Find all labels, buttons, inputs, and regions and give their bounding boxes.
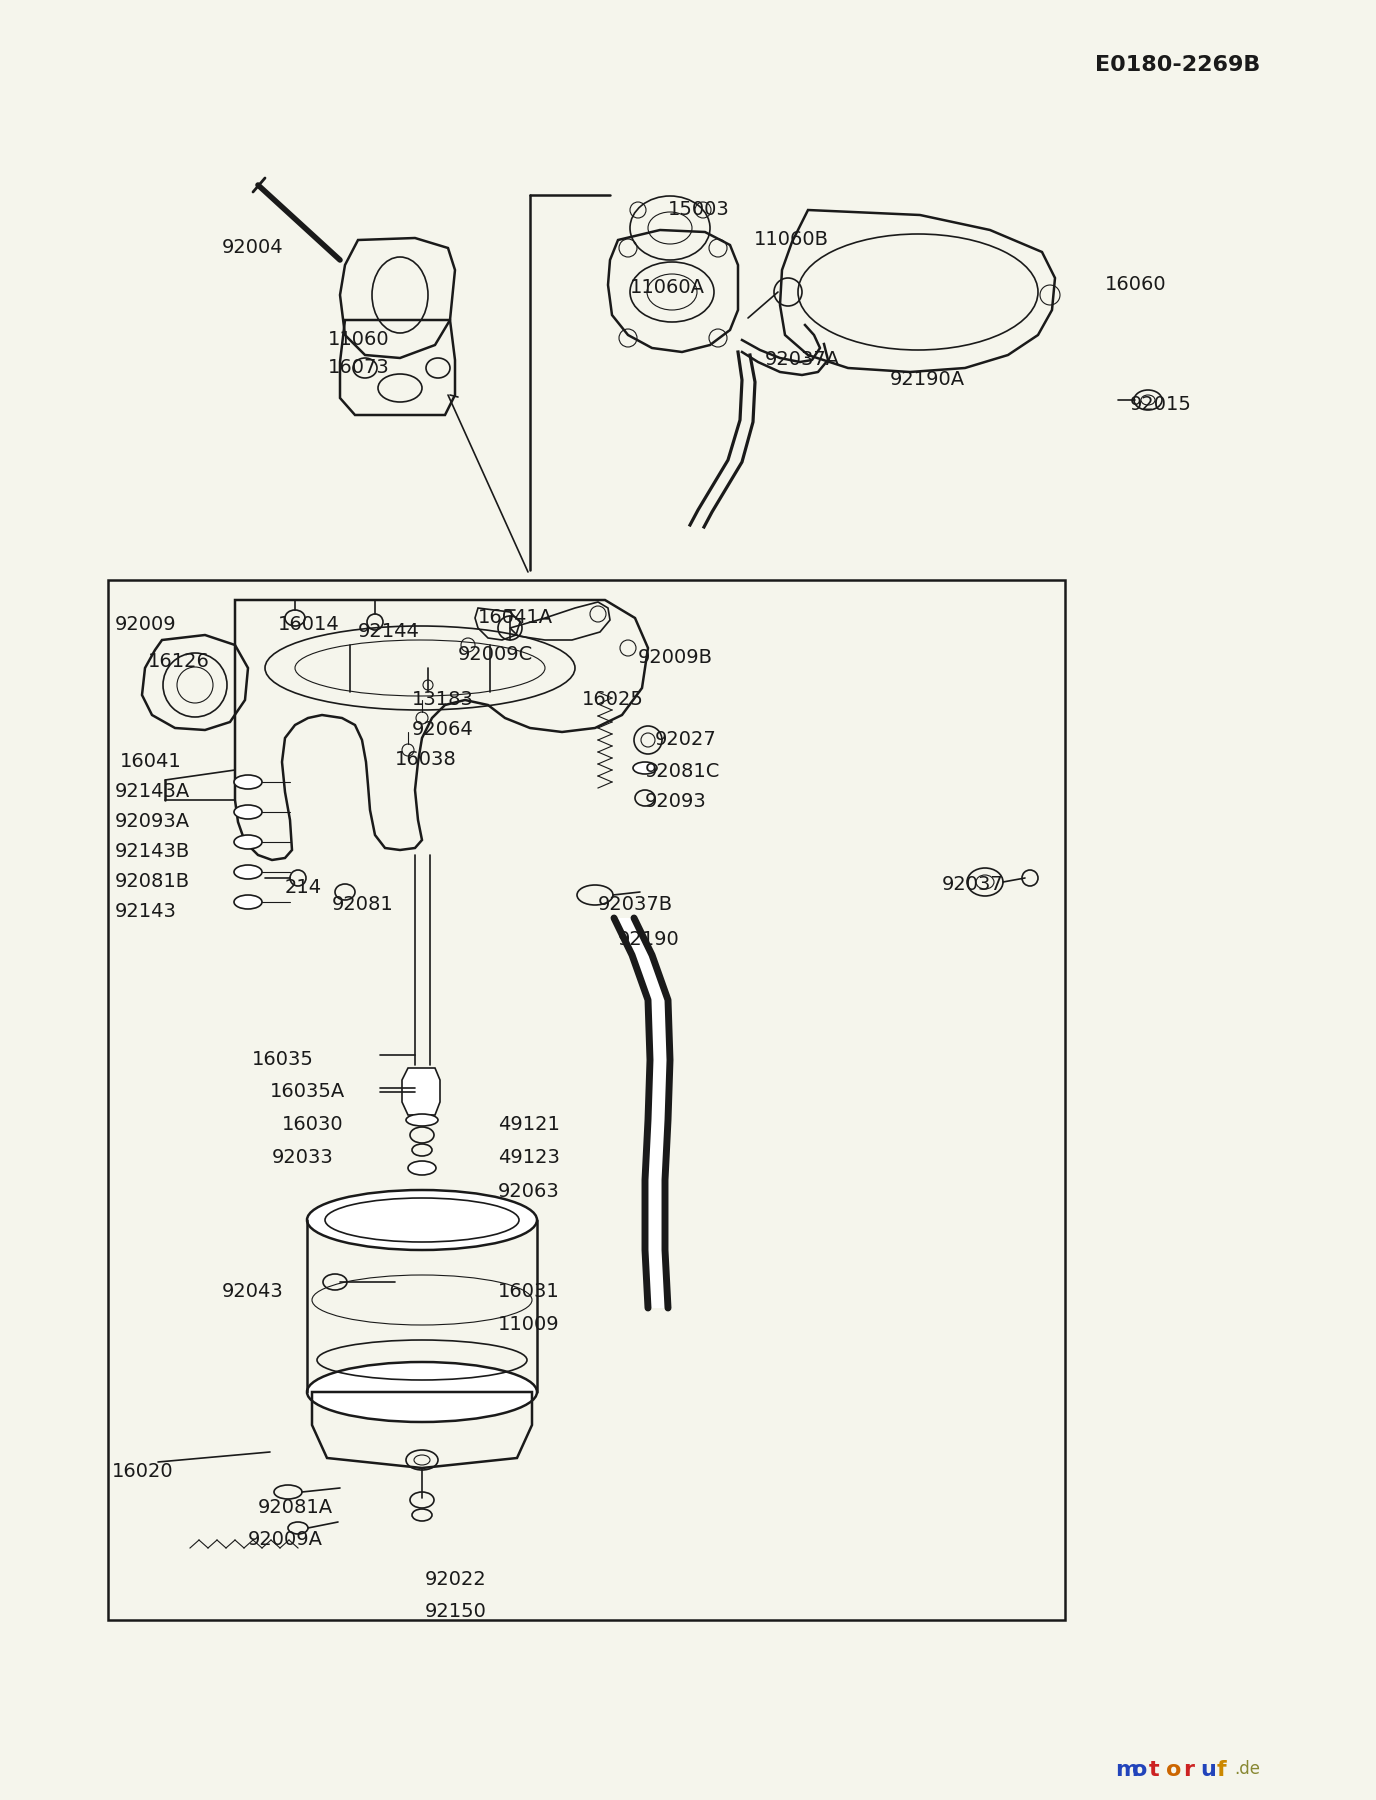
Text: 16126: 16126 xyxy=(149,652,211,671)
Text: 16073: 16073 xyxy=(327,358,389,376)
Text: 92144: 92144 xyxy=(358,623,420,641)
Text: 92063: 92063 xyxy=(498,1183,560,1201)
Text: 92143A: 92143A xyxy=(116,781,190,801)
Text: 92190: 92190 xyxy=(618,931,680,949)
Text: 92190A: 92190A xyxy=(890,371,965,389)
Text: 92027: 92027 xyxy=(655,731,717,749)
Text: 92081B: 92081B xyxy=(116,871,190,891)
Text: m: m xyxy=(1115,1760,1138,1780)
Text: 49123: 49123 xyxy=(498,1148,560,1166)
Text: 92004: 92004 xyxy=(222,238,283,257)
Text: o: o xyxy=(1165,1760,1182,1780)
Text: 92022: 92022 xyxy=(425,1570,487,1589)
Text: 92037: 92037 xyxy=(943,875,1003,895)
Text: u: u xyxy=(1200,1760,1216,1780)
Text: 92009A: 92009A xyxy=(248,1530,323,1550)
Ellipse shape xyxy=(406,1114,438,1127)
Text: 92037B: 92037B xyxy=(599,895,673,914)
Text: 92015: 92015 xyxy=(1130,394,1192,414)
Text: 92093: 92093 xyxy=(645,792,707,812)
Text: f: f xyxy=(1216,1760,1226,1780)
Ellipse shape xyxy=(234,866,261,878)
Text: o: o xyxy=(1132,1760,1148,1780)
Text: 16038: 16038 xyxy=(395,751,457,769)
Text: 92093A: 92093A xyxy=(116,812,190,832)
Text: 92037A: 92037A xyxy=(765,349,841,369)
Text: 92009: 92009 xyxy=(116,616,176,634)
Bar xyxy=(107,580,1065,1620)
Text: 16020: 16020 xyxy=(111,1462,173,1481)
Ellipse shape xyxy=(234,835,261,850)
Text: E0180-2269B: E0180-2269B xyxy=(1095,56,1260,76)
Text: 11009: 11009 xyxy=(498,1316,560,1334)
Text: 11060: 11060 xyxy=(327,329,389,349)
Text: 49121: 49121 xyxy=(498,1114,560,1134)
Text: 11060B: 11060B xyxy=(754,230,828,248)
Ellipse shape xyxy=(409,1161,436,1175)
Ellipse shape xyxy=(633,761,656,774)
Text: 92009B: 92009B xyxy=(638,648,713,668)
Text: 16035A: 16035A xyxy=(270,1082,345,1102)
Text: 92150: 92150 xyxy=(425,1602,487,1622)
Text: 92143B: 92143B xyxy=(116,842,190,860)
Text: .de: .de xyxy=(1234,1760,1260,1778)
Text: 11060A: 11060A xyxy=(630,277,705,297)
Text: 92043: 92043 xyxy=(222,1282,283,1301)
Text: 92143: 92143 xyxy=(116,902,178,922)
Text: 92009C: 92009C xyxy=(458,644,534,664)
Text: 16035: 16035 xyxy=(252,1049,314,1069)
Text: 13183: 13183 xyxy=(411,689,473,709)
Text: 214: 214 xyxy=(285,878,322,896)
Text: r: r xyxy=(1183,1760,1194,1780)
Polygon shape xyxy=(614,918,670,1309)
Ellipse shape xyxy=(234,776,261,788)
Ellipse shape xyxy=(307,1190,537,1249)
Text: 15003: 15003 xyxy=(667,200,729,220)
Text: 16025: 16025 xyxy=(582,689,644,709)
Text: 16041: 16041 xyxy=(120,752,182,770)
Text: 16041A: 16041A xyxy=(477,608,553,626)
Text: 92064: 92064 xyxy=(411,720,473,740)
Text: 92033: 92033 xyxy=(272,1148,334,1166)
Text: 16031: 16031 xyxy=(498,1282,560,1301)
Text: 16060: 16060 xyxy=(1105,275,1167,293)
Text: 16030: 16030 xyxy=(282,1114,344,1134)
Text: 16014: 16014 xyxy=(278,616,340,634)
Text: 92081C: 92081C xyxy=(645,761,721,781)
Polygon shape xyxy=(402,1067,440,1114)
Ellipse shape xyxy=(234,805,261,819)
Text: 92081A: 92081A xyxy=(259,1498,333,1517)
Ellipse shape xyxy=(234,895,261,909)
Ellipse shape xyxy=(307,1363,537,1422)
Text: 92081: 92081 xyxy=(332,895,394,914)
Text: t: t xyxy=(1149,1760,1160,1780)
